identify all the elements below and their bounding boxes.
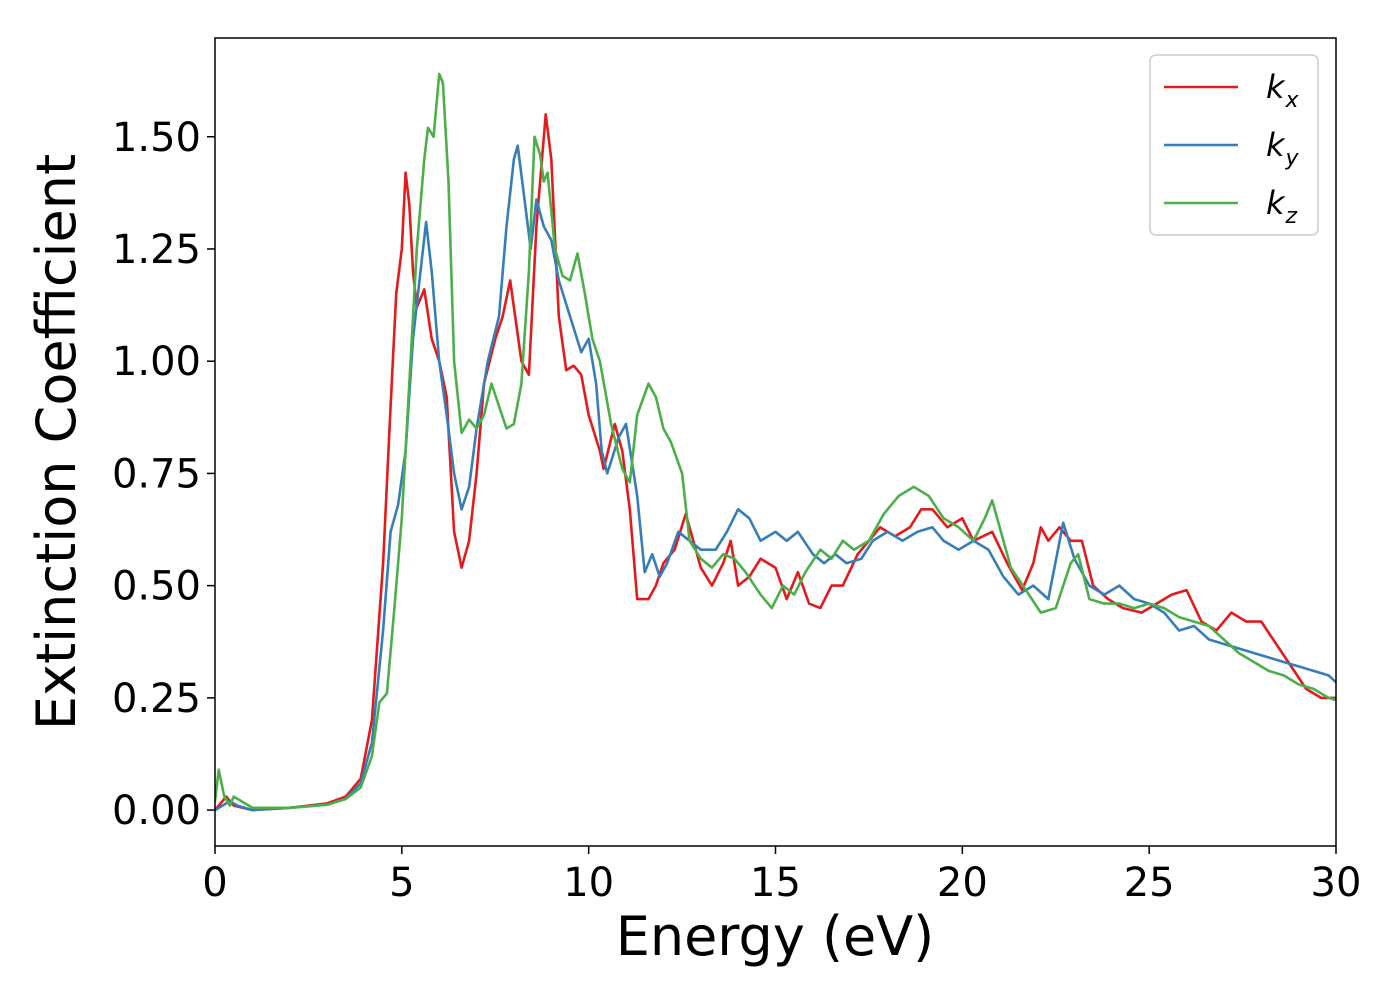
x-tick-label: 25 xyxy=(1124,860,1175,906)
y-axis-label: Extinction Coefficient xyxy=(25,154,88,730)
x-tick-label: 15 xyxy=(750,860,801,906)
x-tick-label: 20 xyxy=(937,860,988,906)
legend-label-base: k xyxy=(1266,126,1286,164)
legend-label-ky: ky xyxy=(1266,126,1300,171)
x-axis-label: Energy (eV) xyxy=(616,905,935,968)
x-axis-ticks: 0 5 10 15 20 25 30 xyxy=(202,846,1361,906)
y-tick-label: 0.00 xyxy=(112,788,201,834)
legend-label-base: k xyxy=(1266,68,1286,106)
y-tick-label: 0.50 xyxy=(112,564,201,610)
y-tick-label: 1.00 xyxy=(112,339,201,385)
x-tick-label: 0 xyxy=(202,860,227,906)
legend-label-kx: kx xyxy=(1266,68,1300,113)
y-axis-ticks: 0.00 0.25 0.50 0.75 1.00 1.25 1.50 xyxy=(112,115,215,834)
y-tick-label: 1.50 xyxy=(112,115,201,161)
x-tick-label: 10 xyxy=(563,860,614,906)
legend-label-subscript: y xyxy=(1285,146,1300,171)
legend-label-kz: kz xyxy=(1266,184,1298,229)
series-line-ky xyxy=(215,144,1336,812)
x-tick-label: 5 xyxy=(389,860,414,906)
x-tick-label: 30 xyxy=(1311,860,1362,906)
series-line-kz xyxy=(215,72,1336,810)
legend-label-subscript: x xyxy=(1285,88,1300,113)
legend-label-base: k xyxy=(1266,184,1286,222)
y-tick-label: 0.75 xyxy=(112,451,201,497)
y-tick-label: 1.25 xyxy=(112,227,201,273)
legend-label-subscript: z xyxy=(1285,204,1298,229)
series-layer xyxy=(215,72,1336,812)
y-tick-label: 0.25 xyxy=(112,676,201,722)
